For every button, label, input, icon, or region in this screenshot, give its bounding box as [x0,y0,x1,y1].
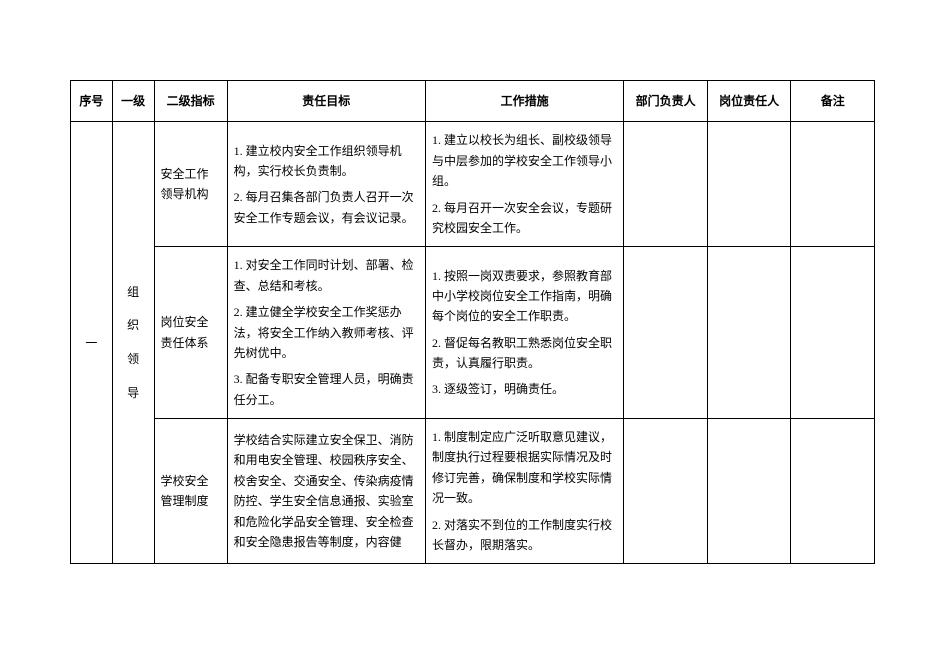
table-row: 学校安全管理制度学校结合实际建立安全保卫、消防和用电安全管理、校园秩序安全、校舍… [71,419,875,564]
header-goal: 责任目标 [227,81,425,122]
cell-goal: 学校结合实际建立安全保卫、消防和用电安全管理、校园秩序安全、校舍安全、交通安全、… [227,419,425,564]
header-dept: 部门负责人 [624,81,708,122]
header-seq: 序号 [71,81,113,122]
header-remark: 备注 [791,81,875,122]
cell-remark [791,419,875,564]
cell-goal: 1. 建立校内安全工作组织领导机构，实行校长负责制。2. 每月召集各部门负责人召… [227,122,425,247]
cell-dept [624,419,708,564]
cell-post [707,122,791,247]
cell-measure: 1. 制度制定应广泛听取意见建议，制度执行过程要根据实际情况及时修订完善，确保制… [425,419,623,564]
header-post: 岗位责任人 [707,81,791,122]
cell-level2: 岗位安全责任体系 [154,247,227,419]
table-row: 一组织领导安全工作领导机构1. 建立校内安全工作组织领导机构，实行校长负责制。2… [71,122,875,247]
cell-measure: 1. 建立以校长为组长、副校级领导与中层参加的学校安全工作领导小组。2. 每月召… [425,122,623,247]
cell-post [707,247,791,419]
cell-post [707,419,791,564]
cell-dept [624,247,708,419]
table-body: 一组织领导安全工作领导机构1. 建立校内安全工作组织领导机构，实行校长负责制。2… [71,122,875,564]
header-measure: 工作措施 [425,81,623,122]
cell-remark [791,122,875,247]
cell-level2: 安全工作领导机构 [154,122,227,247]
cell-goal: 1. 对安全工作同时计划、部署、检查、总结和考核。2. 建立健全学校安全工作奖惩… [227,247,425,419]
header-level2: 二级指标 [154,81,227,122]
header-level1: 一级 [112,81,154,122]
table-header-row: 序号 一级 二级指标 责任目标 工作措施 部门负责人 岗位责任人 备注 [71,81,875,122]
table-row: 岗位安全责任体系1. 对安全工作同时计划、部署、检查、总结和考核。2. 建立健全… [71,247,875,419]
cell-measure: 1. 按照一岗双责要求，参照教育部中小学校岗位安全工作指南，明确每个岗位的安全工… [425,247,623,419]
responsibility-table: 序号 一级 二级指标 责任目标 工作措施 部门负责人 岗位责任人 备注 一组织领… [70,80,875,564]
cell-seq: 一 [71,122,113,564]
cell-dept [624,122,708,247]
cell-level1: 组织领导 [112,122,154,564]
cell-remark [791,247,875,419]
cell-level2: 学校安全管理制度 [154,419,227,564]
